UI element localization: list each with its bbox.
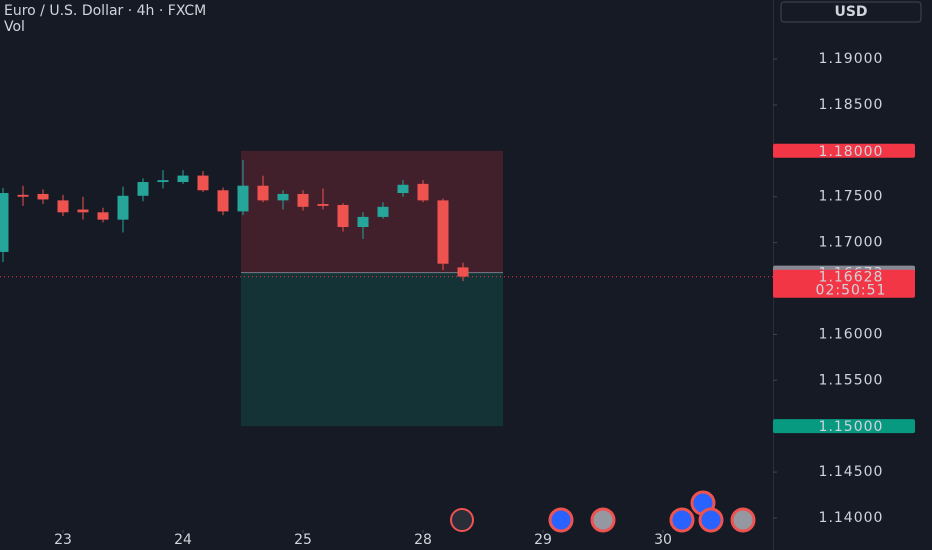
x-tick-label: 23 xyxy=(54,532,72,548)
candle-body xyxy=(77,209,89,213)
y-tick-label: 1.17500 xyxy=(819,189,884,205)
candle-body xyxy=(17,194,29,197)
candle-body xyxy=(417,183,429,201)
x-tick-label: 24 xyxy=(174,532,192,548)
candle-body xyxy=(157,180,169,183)
candle-body xyxy=(297,193,309,207)
y-tick-label: 1.14000 xyxy=(819,510,884,526)
y-tick-label: 1.16000 xyxy=(819,326,884,342)
candle-body xyxy=(457,267,469,277)
y-tick-label: 1.17000 xyxy=(819,235,884,251)
last-price-label: 1.16628 xyxy=(819,270,884,286)
chart-title: Euro / U.S. Dollar · 4h · FXCM xyxy=(4,3,206,19)
candle-body xyxy=(277,193,289,201)
candle-body xyxy=(317,204,329,206)
y-tick-label: 1.19000 xyxy=(819,51,884,67)
currency-button[interactable] xyxy=(780,1,922,23)
candle-body xyxy=(37,193,49,200)
price-tag-label: 1.18000 xyxy=(819,144,884,160)
candle-body xyxy=(137,182,149,196)
event-icons xyxy=(450,490,756,533)
y-tick-label: 1.15500 xyxy=(819,372,884,388)
candle-body xyxy=(437,200,449,264)
x-tick-label: 30 xyxy=(654,532,672,548)
candle-body xyxy=(197,175,209,191)
target-zone xyxy=(241,272,503,427)
countdown: 02:50:51 xyxy=(816,283,887,299)
price-tag xyxy=(773,143,915,158)
candle-body xyxy=(57,200,69,213)
y-tick-label: 1.14500 xyxy=(819,464,884,480)
candle-body xyxy=(97,212,109,220)
candle-body xyxy=(117,195,129,220)
price-tag-label: 1.15000 xyxy=(819,419,884,435)
stop-zone xyxy=(241,150,503,273)
candle-body xyxy=(337,204,349,227)
volume-label: Vol xyxy=(4,19,25,35)
x-tick-label: 29 xyxy=(534,532,552,548)
candle-body xyxy=(237,185,249,212)
currency[interactable]: USD xyxy=(834,4,867,20)
price-tag xyxy=(773,419,915,434)
candle-body xyxy=(217,190,229,212)
candle-body xyxy=(0,193,9,252)
candle-body xyxy=(397,184,409,194)
plot xyxy=(0,150,773,427)
candle-body xyxy=(357,216,369,227)
x-tick-label: 28 xyxy=(414,532,432,548)
candle-body xyxy=(377,206,389,217)
candle-body xyxy=(257,185,269,201)
x-tick-label: 25 xyxy=(294,532,312,548)
price-tag xyxy=(773,269,915,298)
y-tick-label: 1.18500 xyxy=(819,97,884,113)
candle-body xyxy=(177,175,189,183)
